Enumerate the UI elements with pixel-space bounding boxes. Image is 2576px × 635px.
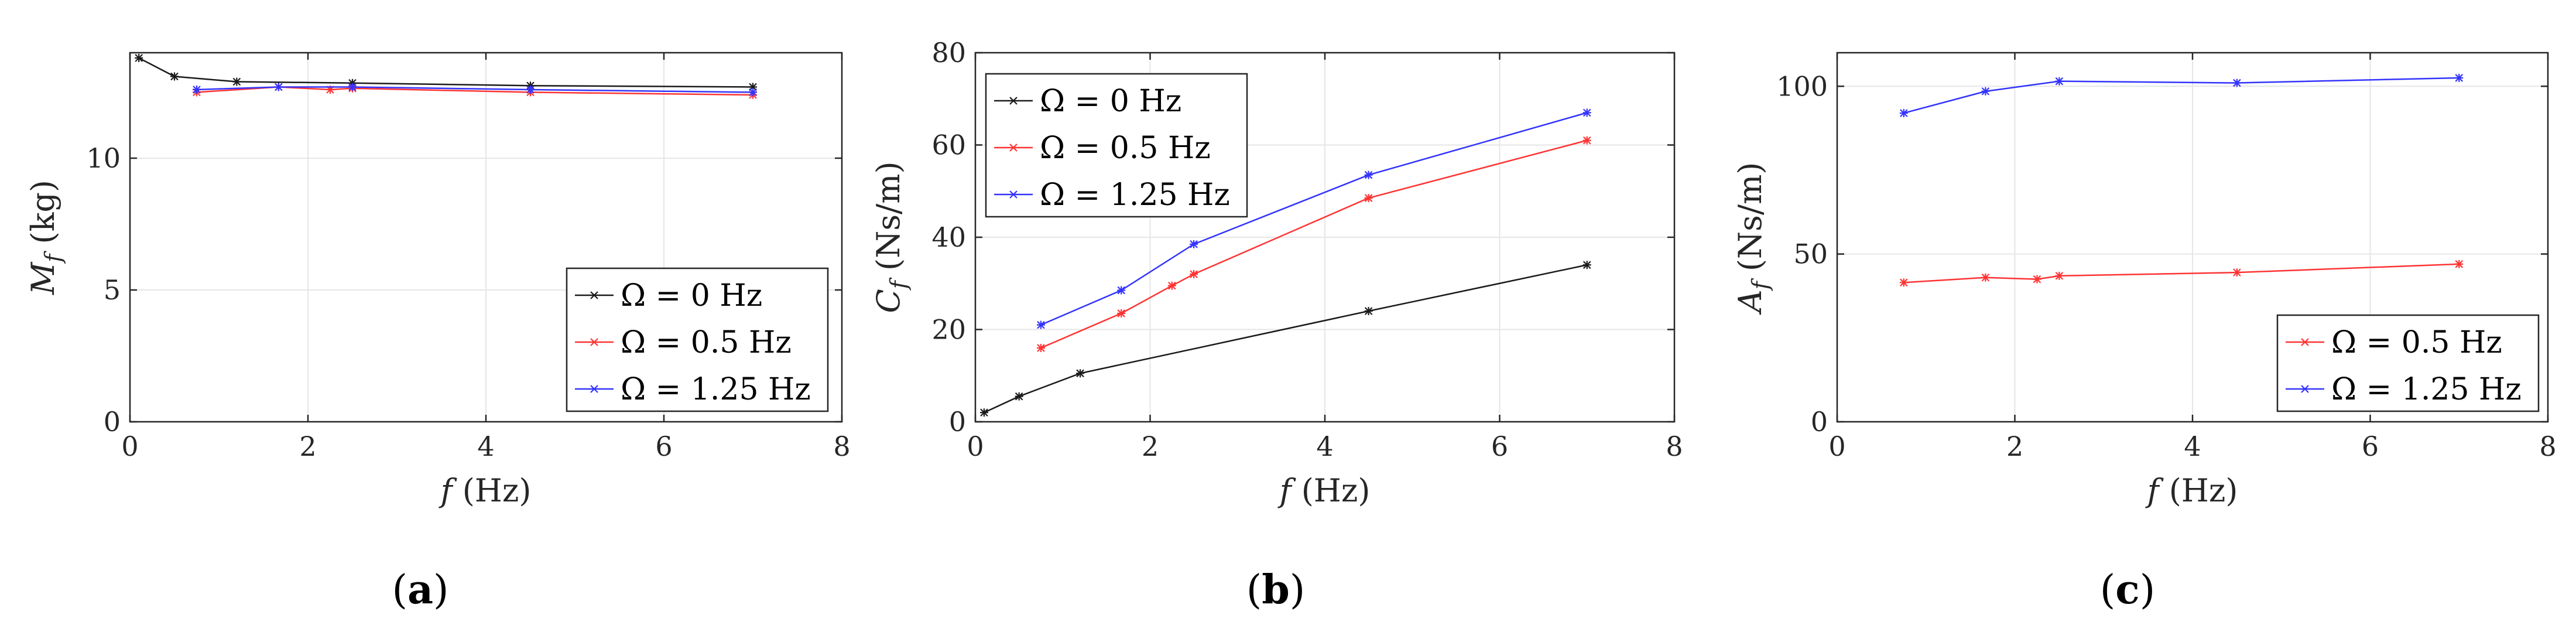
data-point — [135, 54, 143, 62]
y-tick-label: 20 — [931, 314, 966, 346]
x-tick-label: 2 — [299, 431, 316, 462]
data-point — [274, 83, 283, 91]
chart-panel-a: 0 2 4 6 8 0 5 10 f (Hz) Mf (kg) Ω = 0 Hz Ω = 0.5 Hz… — [25, 52, 851, 613]
series-line — [1903, 77, 2459, 114]
legend-label: Ω = 1.25 Hz — [1040, 177, 1230, 213]
y-tick-label: 10 — [86, 142, 121, 174]
legend-label: Ω = 0.5 Hz — [621, 325, 792, 360]
panel-label: (a) — [392, 566, 448, 613]
legend: Ω = 0.5 Hz Ω = 1.25 Hz — [2276, 314, 2540, 412]
data-point — [1036, 320, 1045, 329]
series-line — [1040, 139, 1588, 349]
x-tick-label: 2 — [1142, 431, 1159, 462]
legend-label: Ω = 1.25 Hz — [621, 372, 811, 407]
data-point — [1167, 281, 1176, 290]
panel-label: (c) — [2100, 566, 2155, 613]
y-tick-label: 50 — [1793, 238, 1828, 270]
data-point — [1981, 87, 1990, 95]
data-point — [2232, 268, 2241, 277]
y-tick-label: 0 — [104, 406, 121, 438]
x-tick-label: 6 — [1491, 431, 1508, 462]
x-axis-label: f (Hz) — [439, 472, 532, 509]
data-point — [170, 72, 179, 81]
data-point — [749, 88, 757, 97]
legend-label: Ω = 1.25 Hz — [2331, 372, 2522, 407]
x-tick-label: 4 — [2184, 431, 2201, 462]
data-point — [2055, 77, 2064, 86]
x-tick-label: 2 — [2006, 431, 2023, 462]
data-point — [1190, 240, 1198, 248]
y-tick-label: 40 — [931, 221, 966, 253]
data-point — [1899, 278, 1908, 287]
x-tick-label: 6 — [2362, 431, 2379, 462]
data-point — [1899, 109, 1908, 118]
data-point — [1117, 309, 1126, 318]
legend-label: Ω = 0.5 Hz — [2331, 325, 2502, 360]
data-point — [348, 83, 357, 91]
x-axis-label: f (Hz) — [2145, 472, 2238, 509]
x-tick-label: 0 — [967, 431, 984, 462]
x-axis-label: f (Hz) — [1277, 472, 1371, 509]
data-point — [1364, 170, 1373, 179]
y-axis-label: Cf (Ns/m) — [870, 161, 912, 313]
legend: Ω = 0 Hz Ω = 0.5 Hz Ω = 1.25 Hz — [985, 73, 1248, 218]
legend-label: Ω = 0 Hz — [621, 278, 762, 313]
data-point — [1582, 261, 1591, 269]
panel-label: (b) — [1246, 566, 1306, 613]
data-point — [1076, 369, 1085, 378]
data-point — [1582, 108, 1591, 117]
data-point — [2055, 271, 2064, 280]
series-line — [984, 264, 1588, 414]
x-tick-label: 0 — [1828, 431, 1845, 462]
legend-label: Ω = 0.5 Hz — [1040, 131, 1211, 166]
data-point — [232, 77, 241, 86]
x-tick-label: 8 — [833, 431, 850, 462]
data-point — [1190, 270, 1198, 278]
data-point — [1015, 392, 1023, 401]
x-tick-label: 4 — [1316, 431, 1333, 462]
data-point — [193, 86, 201, 94]
data-point — [1364, 194, 1373, 203]
y-tick-label: 0 — [1811, 406, 1828, 438]
x-tick-label: 8 — [1666, 431, 1683, 462]
y-axis-label: Mf (kg) — [25, 180, 66, 295]
x-tick-label: 6 — [655, 431, 672, 462]
x-tick-label: 8 — [2539, 431, 2556, 462]
data-point — [2455, 73, 2464, 82]
y-tick-label: 5 — [104, 274, 121, 306]
legend-box — [566, 267, 829, 412]
y-tick-label: 100 — [1776, 70, 1828, 102]
data-point — [1036, 344, 1045, 352]
legend-box — [2276, 314, 2540, 412]
series-line — [138, 57, 753, 88]
y-tick-label: 0 — [949, 406, 966, 438]
legend: Ω = 0 Hz Ω = 0.5 Hz Ω = 1.25 Hz — [566, 267, 829, 412]
data-point — [1117, 286, 1126, 295]
y-tick-label: 60 — [931, 129, 966, 161]
data-point — [2033, 275, 2041, 284]
y-tick-label: 80 — [931, 37, 966, 69]
data-point — [1981, 273, 1990, 282]
data-point — [979, 408, 988, 417]
legend-label: Ω = 0 Hz — [1040, 84, 1181, 119]
y-axis-label: Af (Ns/m) — [1732, 162, 1773, 316]
legend-box — [985, 73, 1248, 218]
data-point — [1364, 307, 1373, 315]
data-point — [2232, 78, 2241, 87]
x-tick-label: 0 — [121, 431, 138, 462]
data-point — [526, 86, 535, 94]
x-tick-label: 4 — [477, 431, 494, 462]
series-line — [1903, 263, 2459, 284]
data-point — [2455, 260, 2464, 268]
data-point — [1582, 136, 1591, 145]
